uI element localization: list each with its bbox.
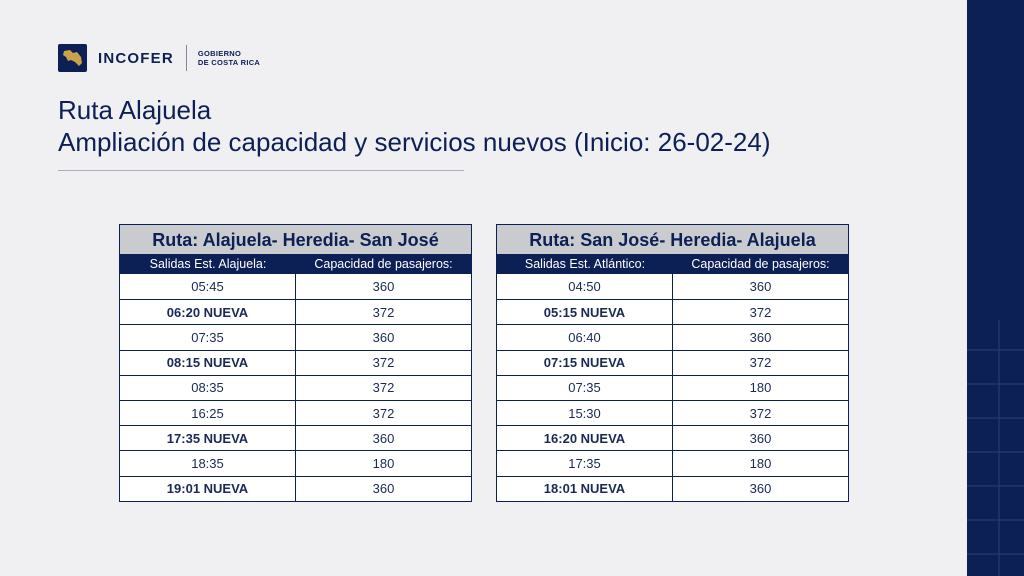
departure-time-cell: 18:35 — [120, 451, 296, 476]
table-row: 06:40 360 — [497, 324, 848, 350]
table-row: 17:35 NUEVA 360 — [120, 425, 471, 451]
title-line-2: Ampliación de capacidad y servicios nuev… — [58, 127, 771, 157]
government-label: GOBIERNO DE COSTA RICA — [198, 49, 260, 67]
departure-time-cell: 08:15 NUEVA — [120, 350, 296, 375]
capacity-cell: 372 — [372, 405, 395, 421]
column-header-departures: Salidas Est. Atlántico: — [524, 257, 646, 271]
departure-time-cell: 16:20 NUEVA — [497, 426, 673, 451]
departure-time-cell: 05:45 — [120, 274, 296, 300]
capacity-cell: 360 — [749, 481, 772, 497]
departure-time-cell: 07:35 — [120, 325, 296, 350]
table-row: 08:15 NUEVA 372 — [120, 349, 471, 375]
table-row: 16:20 NUEVA 360 — [497, 425, 848, 451]
column-header-capacity: Capacidad de pasajeros: — [691, 257, 830, 271]
capacity-cell: 360 — [749, 279, 772, 295]
capacity-cell: 360 — [372, 279, 395, 295]
departure-time-cell: 05:15 NUEVA — [497, 300, 673, 325]
table-row: 19:01 NUEVA 360 — [120, 475, 471, 501]
gov-line-1: GOBIERNO — [197, 49, 242, 58]
schedule-table-alajuela-sanjose: Ruta: Alajuela- Heredia- San José Salida… — [119, 224, 472, 502]
departure-time-cell: 04:50 — [497, 274, 673, 300]
gov-line-2: DE COSTA RICA — [197, 58, 261, 67]
table-row: 17:35 180 — [497, 450, 848, 476]
column-header-capacity: Capacidad de pasajeros: — [314, 257, 453, 271]
table-row: 15:30 372 — [497, 399, 848, 426]
table-row: 05:45 360 — [120, 274, 471, 300]
capacity-cell: 180 — [372, 455, 395, 471]
table-body: 05:45 360 06:20 NUEVA 372 07:35 360 08:15 NUEV… — [120, 274, 471, 501]
capacity-cell: 372 — [372, 355, 395, 371]
capacity-cell: 360 — [749, 430, 772, 446]
table-row: 18:35 180 — [120, 450, 471, 476]
departure-time-cell: 17:35 NUEVA — [120, 426, 296, 451]
departure-time-cell: 16:25 — [120, 400, 296, 426]
capacity-cell: 360 — [372, 430, 395, 446]
title-divider — [58, 170, 464, 171]
side-decor-panel — [967, 0, 1024, 576]
table-row: 06:20 NUEVA 372 — [120, 299, 471, 325]
grid-decoration — [967, 320, 1024, 576]
table-header: Salidas Est. Alajuela: Capacidad de pasa… — [120, 255, 471, 274]
table-header: Salidas Est. Atlántico: Capacidad de pas… — [497, 255, 848, 274]
departure-time-cell: 15:30 — [497, 400, 673, 426]
title-line-1: Ruta Alajuela — [58, 95, 212, 125]
table-row: 07:35 180 — [497, 374, 848, 400]
table-row: 07:15 NUEVA 372 — [497, 349, 848, 375]
capacity-cell: 180 — [749, 455, 772, 471]
capacity-cell: 372 — [372, 380, 395, 396]
departure-time-cell: 19:01 NUEVA — [120, 476, 296, 501]
capacity-cell: 180 — [749, 380, 772, 396]
capacity-cell: 372 — [749, 304, 772, 320]
column-header-departures: Salidas Est. Alajuela: — [149, 257, 267, 271]
capacity-cell: 372 — [372, 304, 395, 320]
table-row: 07:35 360 — [120, 324, 471, 350]
capacity-cell: 372 — [749, 405, 772, 421]
capacity-cell: 360 — [749, 329, 772, 345]
logo-name: INCOFER — [98, 49, 174, 67]
page-title: Ruta Alajuela Ampliación de capacidad y … — [58, 94, 770, 158]
departure-time-cell: 18:01 NUEVA — [497, 476, 673, 501]
departure-time-cell: 06:20 NUEVA — [120, 300, 296, 325]
table-row: 16:25 372 — [120, 399, 471, 426]
capacity-cell: 372 — [749, 355, 772, 371]
table-title: Ruta: San José- Heredia- Alajuela — [497, 225, 848, 255]
departure-time-cell: 06:40 — [497, 325, 673, 350]
incofer-logo: INCOFER GOBIERNO DE COSTA RICA — [58, 44, 260, 72]
departure-time-cell: 08:35 — [120, 375, 296, 400]
table-row: 08:35 372 — [120, 374, 471, 400]
logo-separator — [185, 45, 187, 71]
capacity-cell: 360 — [372, 329, 395, 345]
departure-time-cell: 07:35 — [497, 375, 673, 400]
table-row: 04:50 360 — [497, 274, 848, 300]
departure-time-cell: 17:35 — [497, 451, 673, 476]
table-body: 04:50 360 05:15 NUEVA 372 06:40 360 07:15 NUEV… — [497, 274, 848, 501]
schedule-table-sanjose-alajuela: Ruta: San José- Heredia- Alajuela Salida… — [496, 224, 849, 502]
departure-time-cell: 07:15 NUEVA — [497, 350, 673, 375]
capacity-cell: 360 — [372, 481, 395, 497]
table-row: 18:01 NUEVA 360 — [497, 475, 848, 501]
table-title: Ruta: Alajuela- Heredia- San José — [120, 225, 471, 255]
costa-rica-map-icon — [58, 44, 87, 72]
table-row: 05:15 NUEVA 372 — [497, 299, 848, 325]
